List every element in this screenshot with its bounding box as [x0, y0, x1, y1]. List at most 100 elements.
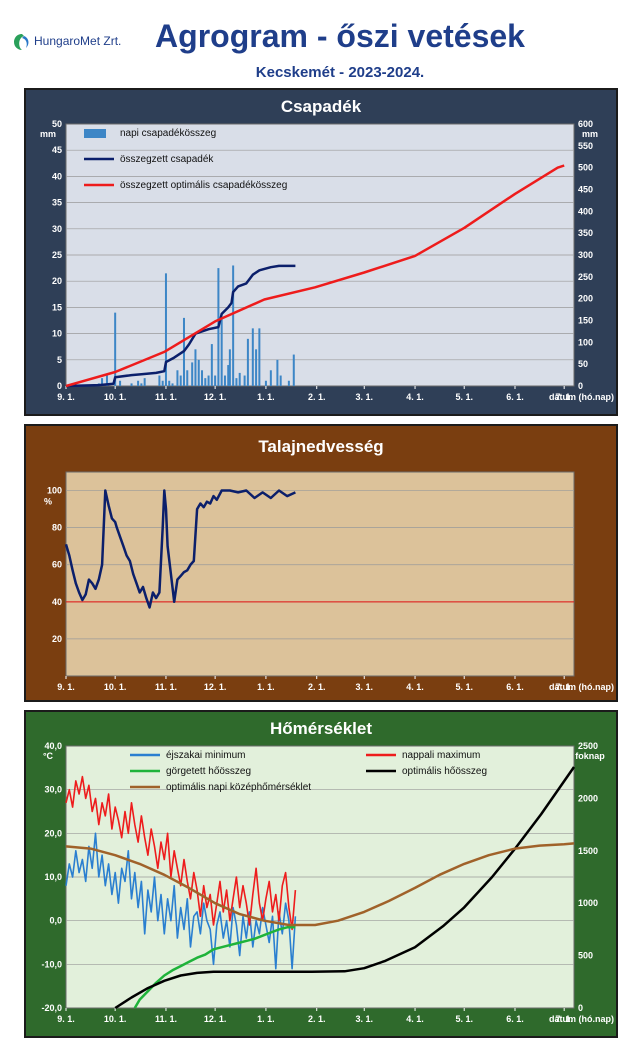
- x-tick-label: 1. 1.: [257, 1014, 275, 1024]
- x-tick-label: 3. 1.: [355, 682, 373, 692]
- y-tick-label-left: 45: [52, 145, 62, 155]
- x-tick-label: 6. 1.: [506, 1014, 524, 1024]
- precip-bar: [207, 375, 210, 386]
- x-tick-label: 9. 1.: [57, 392, 75, 402]
- series-line-5: [65, 842, 575, 927]
- x-tick-label: 10. 1.: [104, 682, 127, 692]
- y-tick-label-left: 50: [52, 119, 62, 129]
- precip-bar: [179, 375, 182, 386]
- y-tick-label-right: 600: [578, 119, 593, 129]
- precip-bar: [227, 365, 230, 386]
- precip-bar: [292, 354, 295, 386]
- x-tick-label: 11. 1.: [155, 1014, 177, 1024]
- y-tick-label-right: 1500: [578, 846, 598, 856]
- y-tick-label-right: 2500: [578, 741, 598, 751]
- precip-bar: [258, 328, 261, 386]
- precip-bar: [255, 349, 258, 386]
- precip-bar: [194, 349, 197, 386]
- y-tick-label-right: 50: [578, 359, 588, 369]
- hungaromet-logo-icon: [14, 34, 29, 50]
- legend-label: görgetett hőösszeg: [166, 766, 251, 777]
- x-tick-label: 10. 1.: [104, 392, 127, 402]
- x-tick-label: 7. 1.: [555, 682, 573, 692]
- y-tick-label-right: 300: [578, 250, 593, 260]
- precip-bar: [168, 380, 171, 386]
- precip-bar: [119, 380, 122, 386]
- precip-bar: [105, 375, 108, 386]
- y-tick-label-right: 400: [578, 206, 593, 216]
- y-unit-left: °C: [43, 751, 54, 761]
- y-unit-left: %: [44, 497, 52, 507]
- precip-bar: [201, 370, 204, 386]
- y-tick-label-left: 5: [57, 355, 62, 365]
- x-axis-label: dátum (hó.nap): [549, 682, 614, 692]
- y-tick-label-left: 100: [47, 486, 62, 496]
- y-tick-label-left: 15: [52, 302, 62, 312]
- precip-bar: [158, 375, 161, 386]
- y-tick-label-right: 500: [578, 163, 593, 173]
- x-tick-label: 6. 1.: [506, 682, 524, 692]
- legend-label: nappali maximum: [402, 750, 480, 761]
- legend-label: éjszakai minimum: [166, 750, 245, 761]
- precip-bar: [176, 370, 179, 386]
- precip-bar: [238, 372, 241, 386]
- precip-bar: [137, 380, 140, 386]
- precip-bar: [276, 359, 279, 386]
- precip-bar: [269, 370, 272, 386]
- y-tick-label-left: 10,0: [44, 872, 62, 882]
- legend-label: napi csapadékösszeg: [120, 128, 216, 139]
- soil-moisture-chart: Talajnedvesség 20 40 60 80 100% 9. 1. 10. 1. 11.…: [44, 437, 614, 692]
- x-tick-label: 3. 1.: [355, 392, 373, 402]
- logo: HungaroMet Zrt.: [12, 28, 132, 56]
- x-axis-label: dátum (hó.nap): [549, 1014, 614, 1024]
- x-tick-label: 4. 1.: [406, 392, 424, 402]
- y-tick-label-right: 0: [578, 1003, 583, 1013]
- x-tick-label: 7. 1.: [555, 1014, 573, 1024]
- x-tick-label: 5. 1.: [455, 392, 473, 402]
- precip-bar: [287, 380, 290, 386]
- series-line-1: [65, 832, 297, 970]
- precip-bar: [228, 349, 231, 386]
- x-tick-label: 2. 1.: [308, 682, 326, 692]
- y-tick-label-right: 250: [578, 272, 593, 282]
- x-tick-label: 12. 1.: [204, 392, 227, 402]
- y-tick-label-right: 1000: [578, 898, 598, 908]
- legend-swatch: [84, 129, 106, 138]
- logo-text: HungaroMet Zrt.: [34, 34, 122, 48]
- precip-bar: [186, 370, 189, 386]
- series-line-4: [114, 766, 576, 1010]
- y-unit-left: mm: [40, 129, 56, 139]
- precip-bar: [220, 317, 223, 386]
- x-tick-label: 12. 1.: [204, 682, 227, 692]
- x-tick-label: 7. 1.: [555, 392, 573, 402]
- precip-bar: [140, 383, 143, 386]
- series-line-3: [133, 926, 296, 1009]
- y-tick-label-left: 0,0: [49, 916, 62, 926]
- y-tick-label-left: 20,0: [44, 828, 62, 838]
- x-tick-label: 11. 1.: [155, 682, 177, 692]
- precipitation-panel: Csapadék 0 5 10 15 20 25 30 35 40 45 50 mm 0 50 100 150 2…: [24, 88, 618, 416]
- y-tick-label-right: 2000: [578, 793, 598, 803]
- y-tick-label-left: 35: [52, 198, 62, 208]
- x-tick-label: 5. 1.: [455, 682, 473, 692]
- x-tick-label: 3. 1.: [355, 1014, 373, 1024]
- x-tick-label: 5. 1.: [455, 1014, 473, 1024]
- x-tick-label: 9. 1.: [57, 682, 75, 692]
- x-tick-label: 2. 1.: [308, 1014, 326, 1024]
- y-tick-label-left: 20: [52, 276, 62, 286]
- page-title: Agrogram - őszi vetések: [155, 18, 525, 54]
- plot-area: [65, 471, 575, 677]
- legend-label: összegzett csapadék: [120, 154, 214, 165]
- precipitation-chart: Csapadék05101520253035404550mm0501001502…: [40, 97, 614, 402]
- precip-bar: [164, 273, 167, 386]
- y-tick-label-right: 550: [578, 141, 593, 151]
- legend-label: optimális hőösszeg: [402, 766, 487, 777]
- y-tick-label-left: 20: [52, 634, 62, 644]
- precip-bar: [130, 383, 133, 386]
- x-tick-label: 4. 1.: [406, 682, 424, 692]
- precip-bar: [243, 375, 246, 386]
- y-tick-label-left: -10,0: [41, 959, 62, 969]
- precip-bar: [197, 359, 200, 386]
- y-tick-label-right: 200: [578, 294, 593, 304]
- precip-bar: [214, 375, 217, 386]
